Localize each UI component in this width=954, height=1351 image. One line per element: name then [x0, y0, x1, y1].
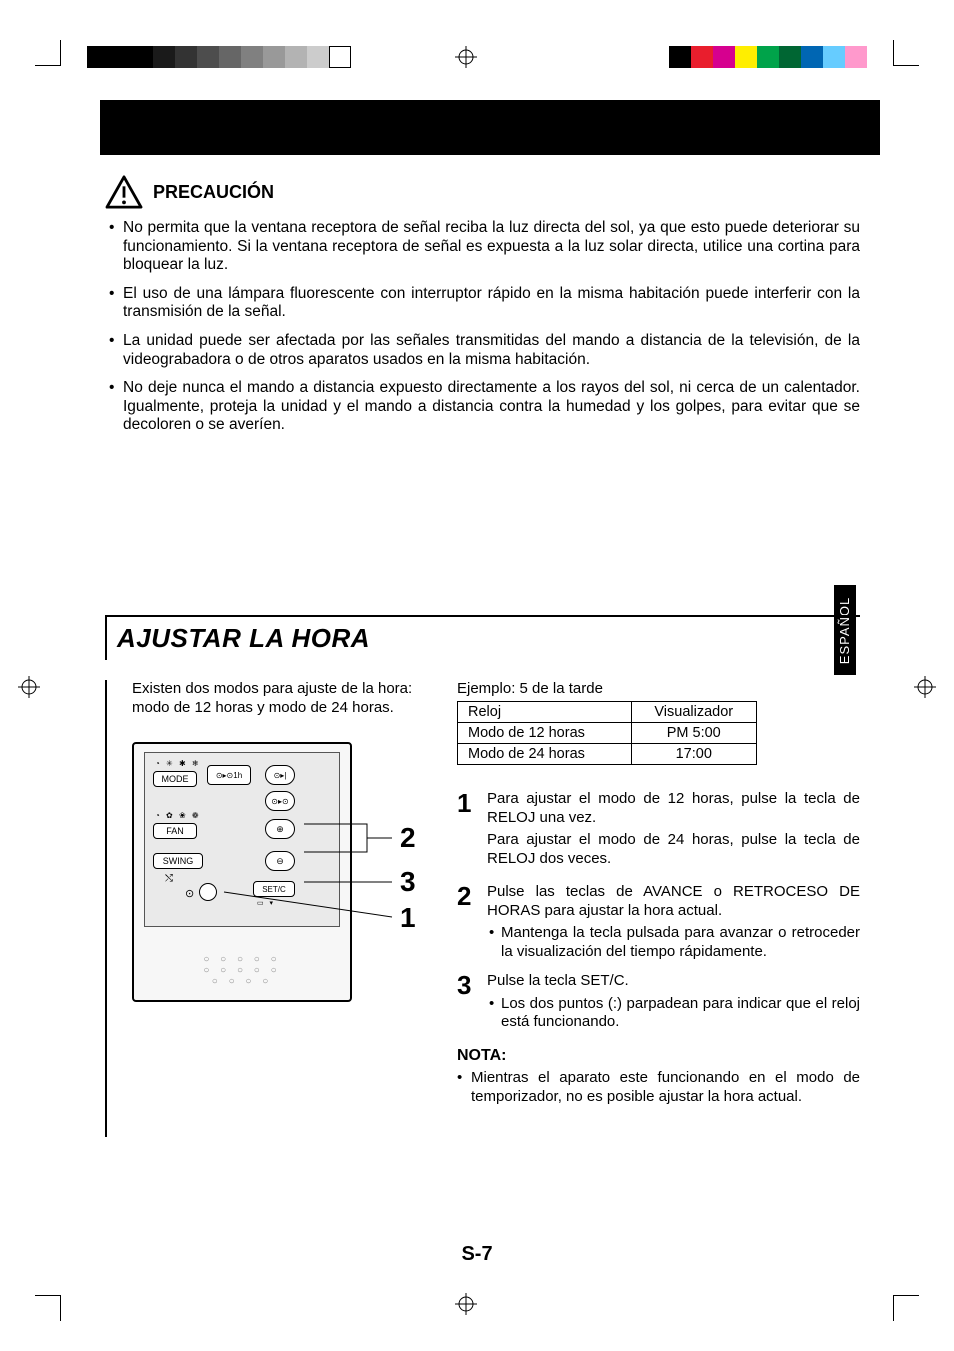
plus-button: ⊕ — [265, 819, 295, 839]
crop-mark — [35, 1295, 61, 1321]
step: 1Para ajustar el modo de 12 horas, pulse… — [457, 790, 860, 873]
minus-button: ⊖ — [265, 851, 295, 871]
timer-on-button: ⊙▸| — [265, 765, 295, 785]
table-cell: 17:00 — [631, 743, 757, 764]
caution-item: El uso de una lámpara fluorescente con i… — [105, 285, 860, 322]
mode-button: MODE — [153, 771, 197, 787]
page-number: S-7 — [0, 1243, 954, 1266]
nota-body: Mientras el aparato este funcionando en … — [457, 1069, 860, 1107]
setc-button: SET/C — [253, 881, 295, 897]
setc-sub-icon: ▭ ▾ — [257, 899, 275, 907]
step-number: 3 — [457, 972, 479, 1032]
registration-mark-icon — [455, 1293, 477, 1315]
caution-item: No permita que la ventana receptora de s… — [105, 219, 860, 275]
step-body: Pulse las teclas de AVANCE o RETROCESO D… — [487, 883, 860, 962]
table-header: Reloj — [458, 701, 632, 722]
table-cell: Modo de 12 horas — [458, 722, 632, 743]
step-number: 2 — [457, 883, 479, 962]
registration-mark-icon — [914, 676, 936, 698]
caution-item: No deje nunca el mando a distancia expue… — [105, 379, 860, 435]
remote-speaker-dots: ○ ○ ○ ○ ○○ ○ ○ ○ ○○ ○ ○ ○ — [134, 954, 350, 987]
caution-title: PRECAUCIÓN — [153, 182, 274, 203]
table-cell: PM 5:00 — [631, 722, 757, 743]
table-header: Visualizador — [631, 701, 757, 722]
step: 2Pulse las teclas de AVANCE o RETROCESO … — [457, 883, 860, 962]
caution-list: No permita que la ventana receptora de s… — [105, 219, 860, 435]
timer-1h-button: ⊙▸⊙1h — [207, 765, 251, 785]
step: 3Pulse la tecla SET/C.Los dos puntos (:)… — [457, 972, 860, 1032]
timer-off-button: ⊙▸⊙ — [265, 791, 295, 811]
swing-icon: ⤭ — [165, 873, 173, 884]
crop-mark — [893, 1295, 919, 1321]
section-title: AJUSTAR LA HORA — [117, 623, 850, 654]
step-number: 1 — [457, 790, 479, 873]
remote-icons-row: ◔ ✿ ❀ ❁ — [155, 811, 201, 820]
section-intro: Existen dos modos para ajuste de la hora… — [132, 680, 432, 718]
step-body: Pulse la tecla SET/C.Los dos puntos (:) … — [487, 972, 860, 1032]
header-bar — [100, 100, 880, 155]
clock-icon: ⊙ — [185, 887, 194, 900]
registration-mark-icon — [455, 46, 477, 68]
color-calibration-bar — [669, 46, 867, 68]
callout-number: 3 — [400, 866, 416, 898]
table-cell: Modo de 24 horas — [458, 743, 632, 764]
gray-calibration-bar — [87, 46, 351, 68]
clock-table: Reloj Visualizador Modo de 12 horas PM 5… — [457, 701, 757, 765]
fan-button: FAN — [153, 823, 197, 839]
caution-section: PRECAUCIÓN No permita que la ventana rec… — [105, 175, 860, 435]
remote-icons-row: ◔ ✳ ✱ ❄ — [155, 759, 201, 768]
remote-diagram: ◔ ✳ ✱ ❄ MODE ⊙▸⊙1h ⊙▸| ⊙▸⊙ ◔ ✿ ❀ ❁ FAN ⊕… — [132, 742, 352, 1002]
clock-button — [199, 883, 217, 901]
registration-mark-icon — [18, 676, 40, 698]
steps-list: 1Para ajustar el modo de 12 horas, pulse… — [457, 790, 860, 1032]
callout-number: 1 — [400, 902, 416, 934]
crop-mark — [893, 40, 919, 66]
nota-heading: NOTA: — [457, 1047, 860, 1065]
section-title-box: AJUSTAR LA HORA — [105, 615, 860, 660]
crop-mark — [35, 40, 61, 66]
callout-number: 2 — [400, 822, 416, 854]
swing-button: SWING — [153, 853, 203, 869]
step-body: Para ajustar el modo de 12 horas, pulse … — [487, 790, 860, 873]
warning-icon — [105, 175, 143, 209]
caution-item: La unidad puede ser afectada por las señ… — [105, 332, 860, 369]
example-heading: Ejemplo: 5 de la tarde — [457, 680, 860, 697]
